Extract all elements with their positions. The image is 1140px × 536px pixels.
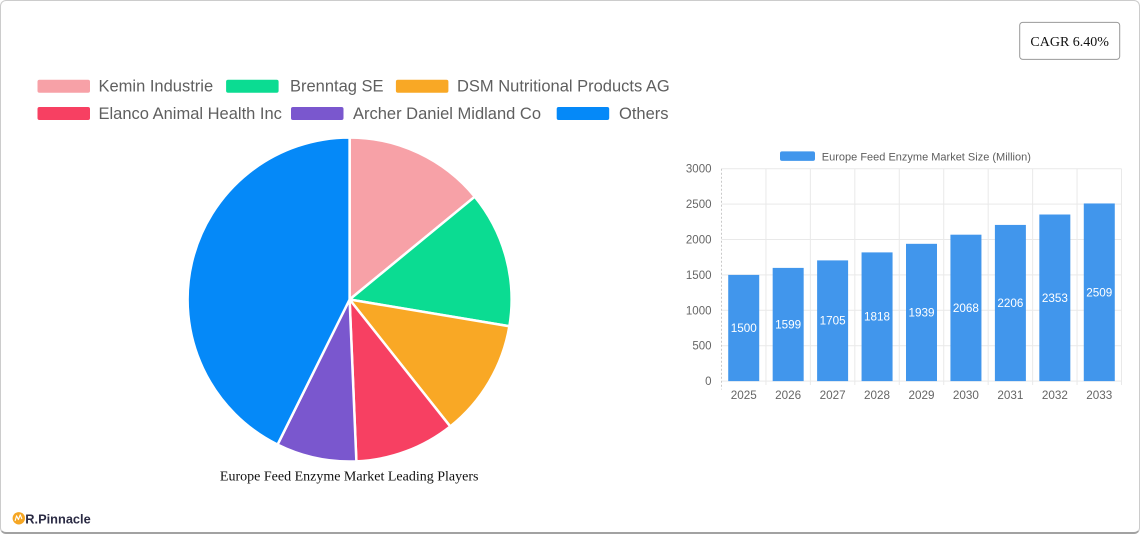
svg-text:0: 0 <box>705 376 711 388</box>
svg-text:2026: 2026 <box>775 389 801 402</box>
svg-text:Kemin Industrie: Kemin Industrie <box>98 77 213 95</box>
svg-text:2025: 2025 <box>730 389 757 402</box>
svg-text:2032: 2032 <box>1041 389 1067 402</box>
svg-text:2027: 2027 <box>819 389 845 402</box>
svg-text:2031: 2031 <box>997 389 1023 402</box>
svg-text:1818: 1818 <box>864 310 890 323</box>
svg-text:DSM Nutritional Products AG: DSM Nutritional Products AG <box>457 77 670 95</box>
svg-text:1000: 1000 <box>685 305 711 317</box>
svg-text:2353: 2353 <box>1041 291 1067 304</box>
svg-text:Archer Daniel Midland Co: Archer Daniel Midland Co <box>353 105 541 123</box>
svg-text:2206: 2206 <box>997 297 1023 310</box>
svg-text:CAGR 6.40%: CAGR 6.40% <box>1030 35 1109 50</box>
svg-text:Others: Others <box>619 105 669 123</box>
svg-text:1599: 1599 <box>775 318 801 331</box>
svg-text:2029: 2029 <box>908 389 934 402</box>
svg-text:2500: 2500 <box>685 199 711 211</box>
svg-text:Europe Feed Enzyme Market Size: Europe Feed Enzyme Market Size (Million) <box>821 151 1030 163</box>
svg-text:1500: 1500 <box>730 322 757 335</box>
svg-text:500: 500 <box>692 340 711 352</box>
svg-text:Elanco Animal Health Inc: Elanco Animal Health Inc <box>98 105 281 123</box>
svg-text:1939: 1939 <box>908 306 934 319</box>
svg-text:2028: 2028 <box>864 389 890 402</box>
svg-text:2030: 2030 <box>952 389 979 402</box>
svg-text:2000: 2000 <box>685 234 711 246</box>
svg-text:Brenntag SE: Brenntag SE <box>290 77 384 95</box>
svg-text:R.Pinnacle: R.Pinnacle <box>25 511 90 526</box>
svg-text:2509: 2509 <box>1086 286 1112 299</box>
svg-text:3000: 3000 <box>685 163 711 175</box>
svg-text:2033: 2033 <box>1086 389 1112 402</box>
svg-text:1500: 1500 <box>685 269 711 281</box>
svg-text:Europe Feed Enzyme Market Lead: Europe Feed Enzyme Market Leading Player… <box>219 469 478 484</box>
svg-text:1705: 1705 <box>819 314 846 327</box>
svg-text:2068: 2068 <box>952 301 978 314</box>
